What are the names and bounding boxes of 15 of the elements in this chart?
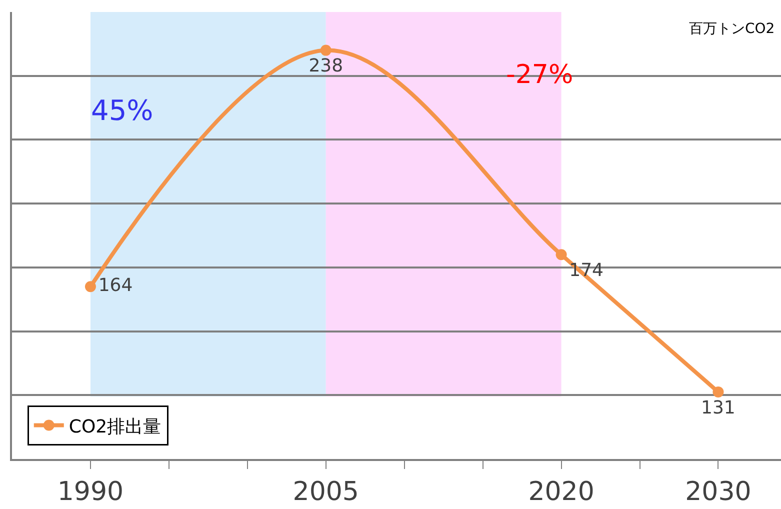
x-tick-label: 2030 (685, 476, 752, 507)
legend-label: CO2排出量 (68, 416, 162, 438)
x-tick-label: 1990 (57, 476, 124, 507)
data-label: 164 (98, 275, 133, 296)
annotation: 45% (91, 94, 154, 127)
point (84, 281, 96, 292)
x-tick-label: 2005 (292, 476, 359, 507)
x-tick-label: 2020 (528, 476, 594, 507)
data-label: 238 (308, 56, 344, 77)
point (320, 44, 332, 56)
annotation: 百万トンCO2 (689, 21, 775, 37)
point (556, 249, 567, 260)
point (712, 386, 724, 398)
annotation: -27% (506, 60, 574, 90)
data-label: 131 (701, 397, 736, 418)
